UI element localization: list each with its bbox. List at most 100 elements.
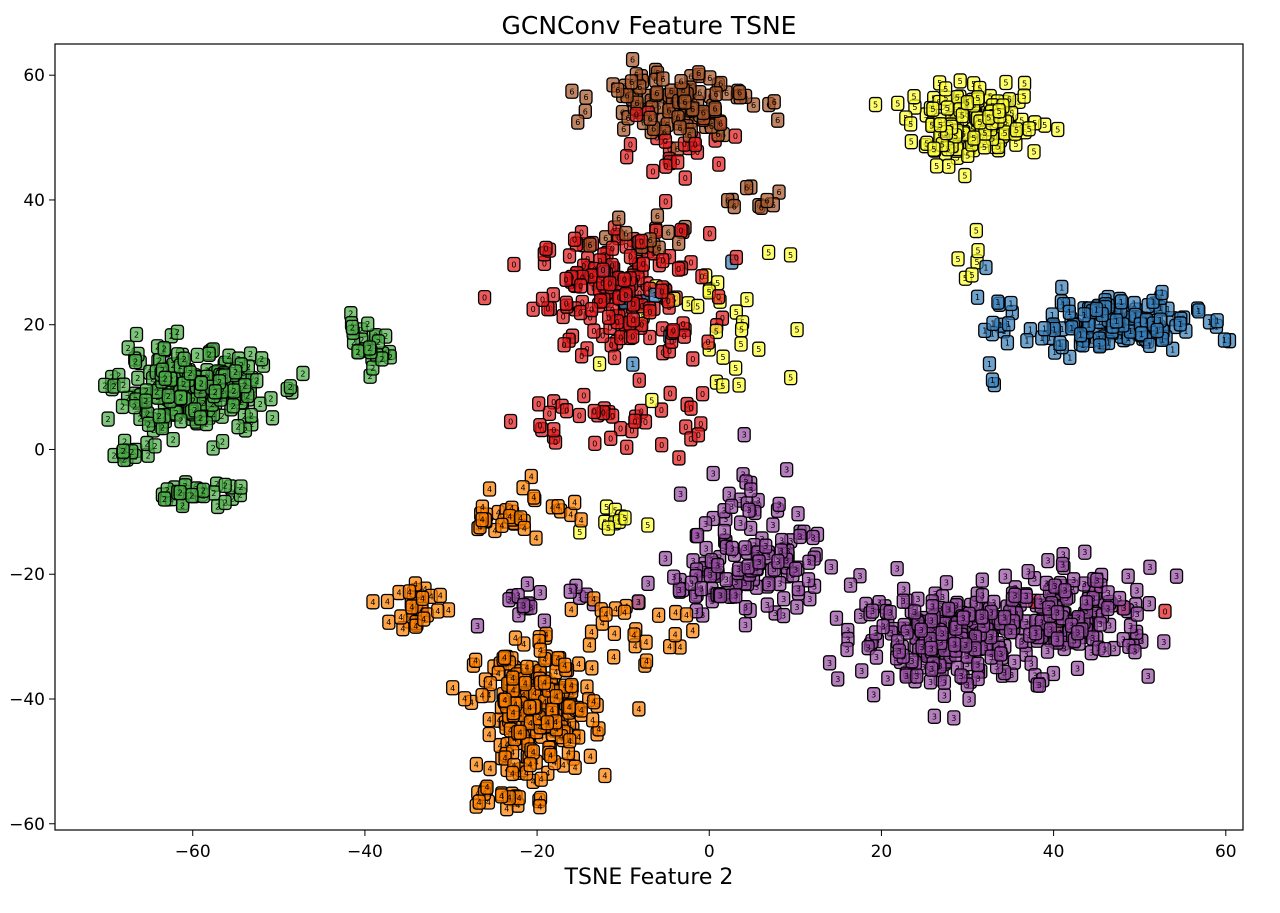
scatter-point: 4 <box>534 771 548 787</box>
scatter-point: 4 <box>639 634 653 650</box>
scatter-point-label: 5 <box>962 172 967 181</box>
scatter-point-label: 5 <box>1013 140 1018 149</box>
scatter-point: 0 <box>701 334 715 350</box>
scatter-point: 2 <box>148 438 162 454</box>
scatter-point: 4 <box>583 748 598 764</box>
scatter-point-label: 4 <box>488 765 493 774</box>
scatter-point-label: 1 <box>1005 339 1010 348</box>
scatter-point: 2 <box>244 407 258 424</box>
scatter-point-label: 3 <box>695 532 700 541</box>
scatter-point: 3 <box>766 517 780 533</box>
scatter-point-label: 4 <box>656 611 661 620</box>
scatter-point-box <box>577 387 591 404</box>
scatter-point: 1 <box>626 356 640 372</box>
scatter-point: 5 <box>691 298 705 315</box>
scatter-point-label: 2 <box>211 444 216 453</box>
scatter-point-label: 3 <box>711 469 716 478</box>
scatter-point-label: 3 <box>1174 572 1179 581</box>
scatter-point: 2 <box>131 370 145 386</box>
scatter-point: 5 <box>641 517 655 533</box>
scatter-point-label: 0 <box>553 438 558 447</box>
points-layer: 6043436355650510043235640526540344110044… <box>98 51 1237 817</box>
scatter-point-label: 0 <box>663 198 668 207</box>
scatter-point-label: 5 <box>645 521 650 530</box>
scatter-point: 3 <box>738 600 753 616</box>
scatter-point: 3 <box>1041 552 1055 569</box>
scatter-point-label: 1 <box>1132 300 1137 309</box>
scatter-point-label: 5 <box>908 120 913 129</box>
scatter-point-label: 3 <box>932 712 937 721</box>
scatter-point-label: 3 <box>1105 604 1110 613</box>
scatter-point: 2 <box>361 316 375 332</box>
scatter-point-label: 5 <box>1055 125 1060 134</box>
scatter-point-label: 4 <box>576 733 581 742</box>
scatter-point: 3 <box>744 482 758 498</box>
scatter-point-label: 0 <box>618 425 623 434</box>
scatter-point: 0 <box>695 269 709 285</box>
scatter-point: 0 <box>628 413 642 429</box>
scatter-point-label: 5 <box>604 503 609 512</box>
scatter-point-label: 3 <box>704 545 709 554</box>
scatter-point-label: 6 <box>714 90 719 99</box>
scatter-point: 3 <box>923 674 938 690</box>
scatter-point-label: 3 <box>1055 635 1060 644</box>
scatter-point-label: 4 <box>561 761 566 770</box>
scatter-point: 3 <box>831 671 845 687</box>
scatter-point-label: 5 <box>788 251 793 260</box>
scatter-point: 5 <box>601 520 616 536</box>
scatter-point-label: 3 <box>1051 669 1056 678</box>
scatter-point: 0 <box>587 323 601 339</box>
scatter-point: 5 <box>752 341 766 357</box>
scatter-point-label: 3 <box>858 612 863 621</box>
scatter-point-label: 4 <box>667 643 672 652</box>
scatter-point-label: 3 <box>521 602 526 611</box>
scatter-point-label: 3 <box>781 612 786 621</box>
scatter-point-box <box>780 462 794 478</box>
scatter-point-label: 3 <box>942 691 947 700</box>
scatter-point-label: 5 <box>911 93 916 102</box>
scatter-point-label: 3 <box>1147 600 1152 609</box>
scatter-point-label: 2 <box>135 374 140 383</box>
scatter-point-label: 4 <box>488 680 493 689</box>
scatter-point-box <box>958 167 972 184</box>
scatter-point: 2 <box>345 319 359 336</box>
scatter-point-label: 0 <box>561 313 566 322</box>
scatter-point-label: 4 <box>370 598 375 607</box>
scatter-point: 4 <box>585 660 599 676</box>
scatter-point-label: 0 <box>634 110 639 119</box>
scatter-point: 0 <box>604 430 618 446</box>
scatter-point-label: 5 <box>737 381 742 390</box>
scatter-point-label: 3 <box>1024 618 1029 627</box>
scatter-point-label: 0 <box>591 327 596 336</box>
scatter-point-label: 3 <box>748 524 753 533</box>
scatter-point-label: 3 <box>677 586 682 595</box>
scatter-point-label: 0 <box>612 353 617 362</box>
scatter-point-label: 2 <box>111 382 116 391</box>
scatter-point-label: 1 <box>975 293 980 302</box>
scatter-point-label: 3 <box>921 663 926 672</box>
scatter-point: 3 <box>865 603 880 619</box>
scatter-point-label: 3 <box>1045 557 1050 566</box>
scatter-point-label: 2 <box>220 412 225 421</box>
scatter-point-label: 4 <box>510 674 515 683</box>
scatter-point: 2 <box>231 419 245 435</box>
scatter-point-label: 4 <box>473 656 478 665</box>
scatter-point: 2 <box>101 411 115 427</box>
scatter-point: 3 <box>667 569 681 585</box>
scatter-point-label: 3 <box>967 695 972 704</box>
scatter-point-label: 3 <box>708 571 713 580</box>
scatter-point-label: 4 <box>517 794 522 803</box>
scatter-point: 3 <box>867 687 881 703</box>
scatter-point-label: 5 <box>982 143 987 152</box>
scatter-point-label: 0 <box>578 309 583 318</box>
scatter-point: 0 <box>686 351 700 367</box>
scatter-point: 3 <box>890 561 904 577</box>
scatter-point: 4 <box>568 494 582 511</box>
scatter-point: 1 <box>982 356 997 372</box>
scatter-point-label: 3 <box>777 580 782 589</box>
scatter-point-label: 6 <box>718 119 723 128</box>
scatter-point-label: 4 <box>511 686 516 695</box>
scatter-point: 6 <box>732 84 747 101</box>
scatter-point-label: 3 <box>1003 572 1008 581</box>
scatter-point-label: 3 <box>881 623 886 632</box>
